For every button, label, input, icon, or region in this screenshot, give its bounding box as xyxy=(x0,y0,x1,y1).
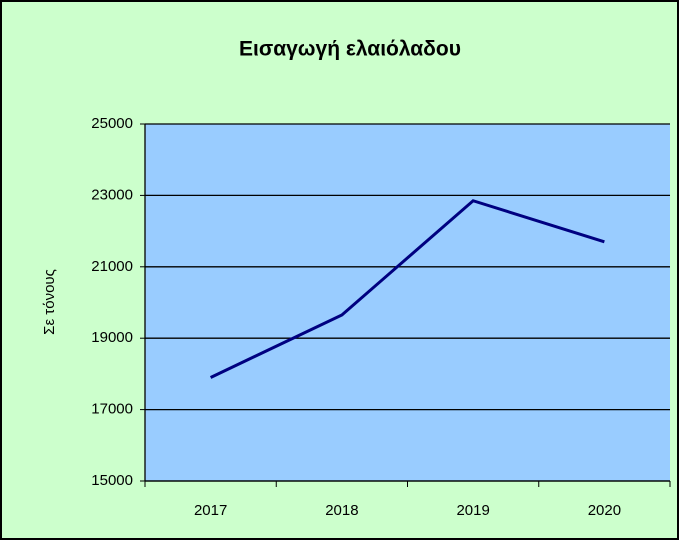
plot-area xyxy=(145,124,670,481)
chart-title: Εισαγωγή ελαιόλαδου xyxy=(239,38,461,61)
y-tick-label: 25000 xyxy=(91,115,133,132)
line-series xyxy=(209,199,605,379)
y-tick-label: 17000 xyxy=(91,401,133,418)
x-tick-label: 2017 xyxy=(194,502,227,519)
y-axis-label: Σε τόνους xyxy=(41,269,58,335)
y-tick-label: 19000 xyxy=(91,329,133,346)
x-tick-label: 2020 xyxy=(588,502,621,519)
x-tick-label: 2019 xyxy=(456,502,489,519)
x-tick-label: 2018 xyxy=(325,502,358,519)
y-tick-label: 21000 xyxy=(91,258,133,275)
y-tick-label: 23000 xyxy=(91,186,133,203)
y-tick-label: 15000 xyxy=(91,472,133,489)
